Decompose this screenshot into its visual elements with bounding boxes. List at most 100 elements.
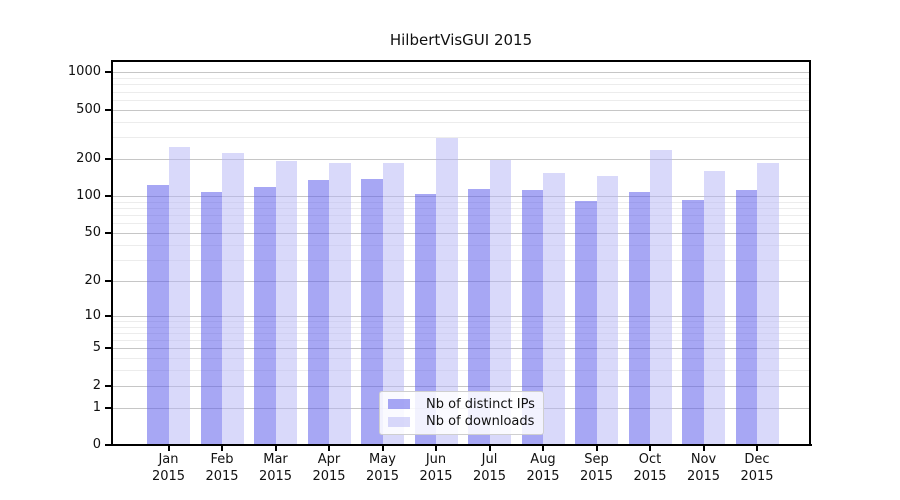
y-axis-tick — [105, 444, 112, 446]
minor-gridline — [112, 370, 810, 372]
bar-distinct-ips-feb — [200, 191, 222, 445]
x-axis-tick-label-year: 2015 — [365, 469, 400, 484]
chart-title: HilbertVisGUI 2015 — [389, 31, 533, 49]
minor-gridline — [112, 84, 810, 86]
bar-distinct-ips-sep — [575, 201, 597, 445]
bar-distinct-ips-jul — [468, 189, 490, 445]
minor-gridline — [112, 340, 810, 341]
minor-gridline — [112, 121, 810, 123]
minor-gridline — [112, 358, 810, 360]
x-axis-tick-label: Jan 2015 — [139, 451, 199, 485]
major-gridline — [112, 385, 810, 387]
x-axis-tick — [756, 445, 758, 451]
x-axis-tick-label-year: 2015 — [740, 469, 774, 484]
x-axis-tick — [595, 445, 598, 451]
x-axis-tick-label-year: 2015 — [258, 469, 293, 484]
minor-gridline — [112, 207, 810, 209]
bar-downloads-jun — [436, 138, 458, 445]
bar-distinct-ips-oct — [628, 191, 650, 445]
y-axis-tick-label: 500 — [76, 101, 101, 117]
bar-downloads-apr — [329, 162, 351, 445]
legend-entry-downloads: Nb of downloads — [386, 414, 537, 429]
x-axis-tick-label-year: 2015 — [151, 469, 186, 484]
bar-distinct-ips-jun — [414, 193, 436, 445]
bar-distinct-ips-nov — [682, 199, 704, 445]
x-axis-tick-label: Sep 2015 — [567, 451, 627, 485]
y-axis-tick — [105, 108, 112, 111]
major-gridline — [112, 315, 810, 317]
minor-gridline — [112, 326, 810, 328]
x-axis-tick-label: Jul 2015 — [460, 451, 520, 485]
plot-border-right — [809, 60, 811, 446]
major-gridline — [112, 109, 810, 111]
bar-distinct-ips-dec — [735, 190, 757, 445]
x-axis-tick-label: Feb 2015 — [192, 451, 252, 485]
x-axis-tick-label: Aug 2015 — [513, 451, 573, 485]
y-axis-tick — [105, 406, 112, 409]
y-axis-tick-label: 5 — [92, 340, 101, 356]
x-axis-tick-label-year: 2015 — [526, 469, 560, 484]
y-axis-tick-label: 1 — [92, 399, 101, 415]
major-gridline — [112, 72, 810, 74]
y-axis-tick-label: 10 — [84, 307, 101, 323]
major-gridline — [112, 196, 810, 197]
x-axis-tick-label: Jun 2015 — [406, 451, 466, 485]
bar-distinct-ips-may — [361, 178, 383, 445]
x-axis-tick — [221, 445, 223, 451]
y-axis-tick-label: 50 — [84, 224, 101, 240]
x-axis-tick — [435, 445, 437, 451]
y-axis-tick — [105, 71, 112, 74]
x-axis-tick — [328, 445, 330, 451]
x-axis-tick-label: May 2015 — [353, 451, 413, 485]
bar-downloads-may — [382, 163, 404, 445]
x-axis-tick — [702, 445, 705, 451]
legend-swatch-downloads-icon — [388, 416, 410, 427]
minor-gridline — [112, 259, 810, 261]
bar-distinct-ips-mar — [254, 187, 276, 445]
minor-gridline — [112, 78, 810, 79]
bar-downloads-nov — [703, 170, 725, 445]
bar-downloads-sep — [596, 175, 618, 445]
y-axis-tick — [105, 231, 112, 234]
bar-downloads-oct — [650, 149, 672, 445]
y-axis-tick-label: 20 — [84, 272, 101, 288]
y-axis-tick-label: 1000 — [67, 64, 101, 80]
bar-distinct-ips-apr — [307, 180, 329, 445]
minor-gridline — [112, 223, 810, 225]
legend-label-distinct-ips: Nb of distinct IPs — [426, 396, 535, 412]
x-axis-tick-label: Mar 2015 — [246, 451, 306, 485]
minor-gridline — [112, 332, 810, 334]
major-gridline — [112, 280, 810, 282]
x-axis-tick — [542, 445, 544, 451]
y-axis-tick — [105, 157, 112, 160]
major-gridline — [112, 232, 810, 234]
bar-downloads-dec — [757, 162, 779, 445]
x-axis-tick — [274, 445, 277, 451]
x-axis-tick-label-year: 2015 — [419, 469, 453, 484]
bar-downloads-feb — [222, 153, 244, 445]
bar-distinct-ips-aug — [521, 190, 543, 445]
y-axis-tick-label: 0 — [92, 437, 101, 452]
x-axis-tick-label-year: 2015 — [205, 469, 239, 484]
y-axis-tick-label: 2 — [92, 377, 101, 393]
minor-gridline — [112, 215, 810, 216]
plot-border-bottom — [112, 444, 812, 446]
minor-gridline — [112, 244, 810, 246]
minor-gridline — [112, 320, 810, 322]
legend-entry-distinct-ips: Nb of distinct IPs — [386, 397, 537, 412]
x-axis-tick-label: Dec 2015 — [727, 451, 787, 485]
major-gridline — [112, 158, 810, 160]
bar-downloads-jan — [168, 147, 190, 445]
y-axis-tick — [105, 195, 112, 197]
y-axis-tick — [105, 384, 112, 387]
minor-gridline — [112, 91, 810, 93]
x-axis-tick-label: Nov 2015 — [674, 451, 734, 485]
bar-downloads-mar — [275, 161, 297, 445]
x-axis-tick-label-year: 2015 — [686, 469, 721, 484]
x-axis-tick-label-year: 2015 — [579, 469, 614, 484]
x-axis-tick-label: Oct 2015 — [620, 451, 680, 485]
minor-gridline — [112, 201, 810, 203]
y-axis-tick — [105, 279, 112, 282]
x-axis-tick-label: Apr 2015 — [299, 451, 359, 485]
x-axis-tick — [649, 445, 651, 451]
